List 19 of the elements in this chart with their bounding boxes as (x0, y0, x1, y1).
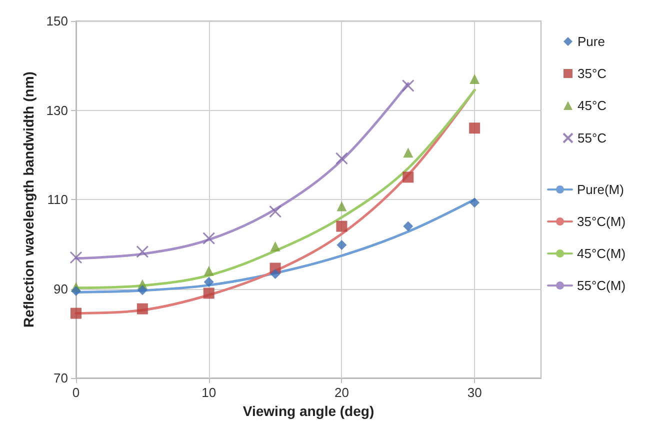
y-tick-label: 70 (54, 370, 68, 386)
legend-label: 45°C (578, 98, 607, 113)
legend-label: 55°C (578, 130, 607, 146)
legend-label: 35°C (578, 66, 607, 81)
x-tick-label: 20 (334, 385, 349, 400)
legend-label: Pure (578, 34, 605, 49)
legend-label: Pure(M) (577, 182, 624, 197)
y-axis-title: Reflection wavelength bandwidth (nm) (20, 72, 36, 328)
legend-label: 55°C(M) (577, 278, 626, 293)
legend-label: 45°C(M) (577, 246, 626, 261)
x-tick-label: 0 (72, 385, 80, 400)
x-tick-label: 30 (467, 385, 482, 400)
y-tick-label: 90 (54, 281, 68, 296)
y-tick-label: 130 (46, 102, 68, 118)
legend-label: 35°C(M) (577, 214, 626, 229)
x-axis-title: Viewing angle (deg) (242, 402, 374, 419)
y-tick-label: 110 (47, 192, 68, 207)
y-tick-label: 150 (46, 14, 68, 28)
x-tick-label: 10 (202, 385, 216, 400)
